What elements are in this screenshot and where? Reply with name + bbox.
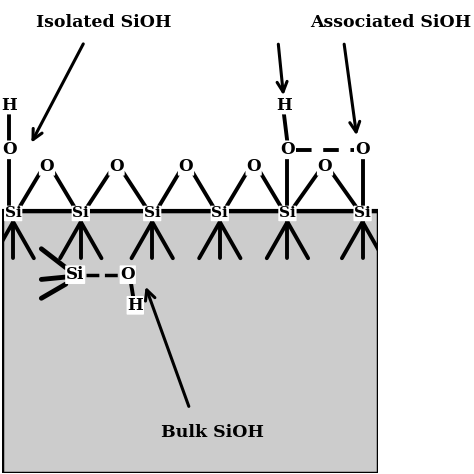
Text: Si: Si bbox=[73, 207, 89, 220]
Text: O: O bbox=[280, 141, 295, 158]
Text: O: O bbox=[318, 158, 332, 175]
Text: O: O bbox=[109, 158, 124, 175]
Text: Si: Si bbox=[144, 207, 161, 220]
Bar bbox=[2, 211, 378, 473]
Text: Isolated SiOH: Isolated SiOH bbox=[36, 14, 171, 31]
Text: O: O bbox=[40, 158, 55, 175]
Text: Bulk SiOH: Bulk SiOH bbox=[161, 424, 264, 441]
Text: H: H bbox=[1, 97, 18, 114]
Text: Si: Si bbox=[211, 207, 228, 220]
Text: Si: Si bbox=[354, 207, 371, 220]
Text: O: O bbox=[246, 158, 261, 175]
Text: H: H bbox=[276, 97, 292, 114]
Text: Si: Si bbox=[66, 266, 84, 283]
Bar bbox=[2, 211, 378, 473]
Text: Si: Si bbox=[279, 207, 296, 220]
Text: Associated SiOH: Associated SiOH bbox=[310, 14, 471, 31]
Text: O: O bbox=[179, 158, 193, 175]
Text: H: H bbox=[128, 297, 143, 314]
Text: O: O bbox=[2, 141, 17, 158]
Text: O: O bbox=[120, 266, 135, 283]
Text: O: O bbox=[356, 141, 370, 158]
Text: Si: Si bbox=[5, 207, 21, 220]
